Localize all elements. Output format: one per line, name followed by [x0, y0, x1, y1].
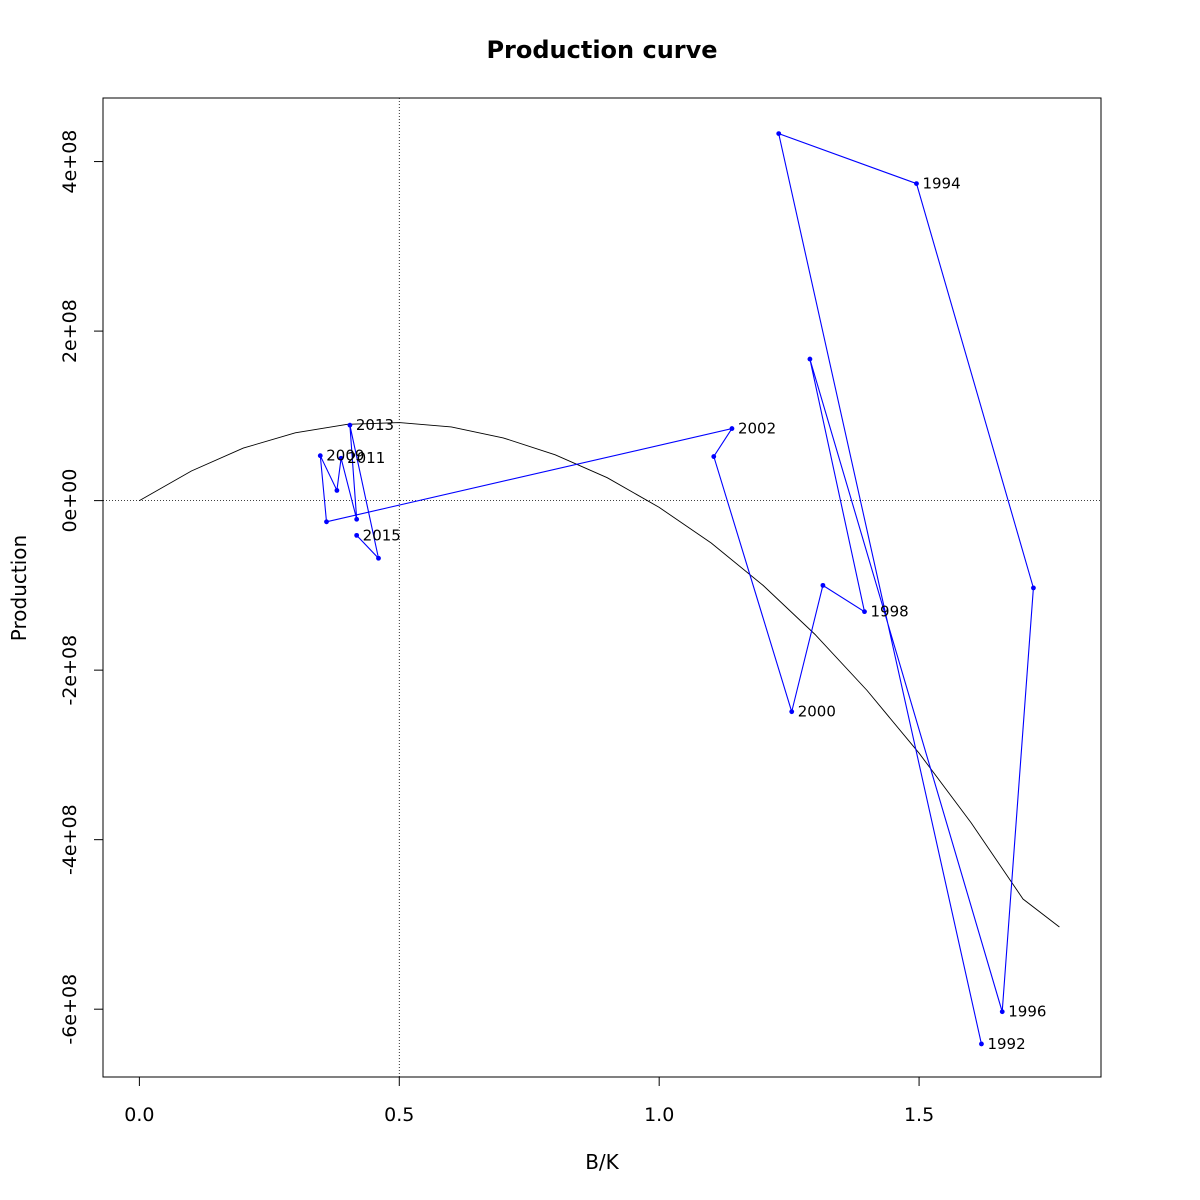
- data-point-2002: [729, 426, 735, 431]
- data-point-2012: [354, 516, 360, 522]
- data-point-2000: [789, 709, 795, 715]
- data-point-2009: [317, 453, 323, 459]
- point-label-2015: 2015: [363, 526, 401, 544]
- point-label-2013: 2013: [356, 416, 394, 434]
- plot-area-border: [102, 97, 1102, 1078]
- y-axis: -6e+08 -4e+08 -2e+08 0e+00 2e+08 4e+08: [59, 130, 104, 1045]
- y-tick-label: 4e+08: [59, 130, 81, 194]
- x-axis-label: B/K: [585, 1150, 619, 1174]
- point-label-1992: 1992: [987, 1035, 1025, 1053]
- data-point-1998: [862, 609, 867, 615]
- chart-title: Production curve: [486, 36, 717, 64]
- point-label-1994: 1994: [922, 175, 960, 193]
- data-point-2013: [347, 422, 353, 428]
- x-axis: 0.0 0.5 1.0 1.5: [124, 1076, 934, 1126]
- data-point-1994: [914, 181, 919, 187]
- data-point-1997: [807, 356, 813, 362]
- data-point-1992: [979, 1041, 984, 1047]
- point-label-2011: 2011: [347, 449, 385, 467]
- observed-trajectory-line: [319, 132, 1034, 1045]
- data-point-2010: [334, 488, 340, 493]
- y-tick-label: 2e+08: [59, 299, 81, 363]
- y-tick-label: 0e+00: [59, 469, 81, 533]
- data-point-1993: [776, 131, 782, 137]
- x-tick-label: 1.0: [644, 1104, 674, 1126]
- data-point-2011: [338, 455, 344, 461]
- y-tick-label: -2e+08: [59, 635, 81, 706]
- y-tick-label: -4e+08: [59, 804, 81, 875]
- data-point-2003: [324, 519, 329, 525]
- series-layer: [317, 131, 1036, 1047]
- data-point-1999: [820, 582, 826, 588]
- point-label-2009: 2009: [326, 447, 364, 465]
- point-label-2000: 2000: [798, 703, 836, 721]
- y-axis-label: Production: [7, 535, 31, 641]
- point-label-1996: 1996: [1008, 1003, 1046, 1021]
- model-curve-layer: [139, 422, 1060, 928]
- data-point-2014: [376, 555, 381, 561]
- point-label-1998: 1998: [870, 603, 908, 621]
- data-point-2001: [711, 454, 717, 459]
- x-tick-label: 0.0: [124, 1104, 154, 1126]
- point-label-2002: 2002: [738, 420, 776, 438]
- x-tick-label: 1.5: [904, 1104, 934, 1126]
- reference-lines: [103, 98, 1101, 1077]
- data-point-1996: [999, 1009, 1005, 1015]
- data-point-2015: [354, 532, 360, 538]
- x-tick-label: 0.5: [384, 1104, 414, 1126]
- y-tick-label: -6e+08: [59, 974, 81, 1045]
- data-point-1995: [1031, 585, 1036, 591]
- production-model-curve: [139, 422, 1060, 928]
